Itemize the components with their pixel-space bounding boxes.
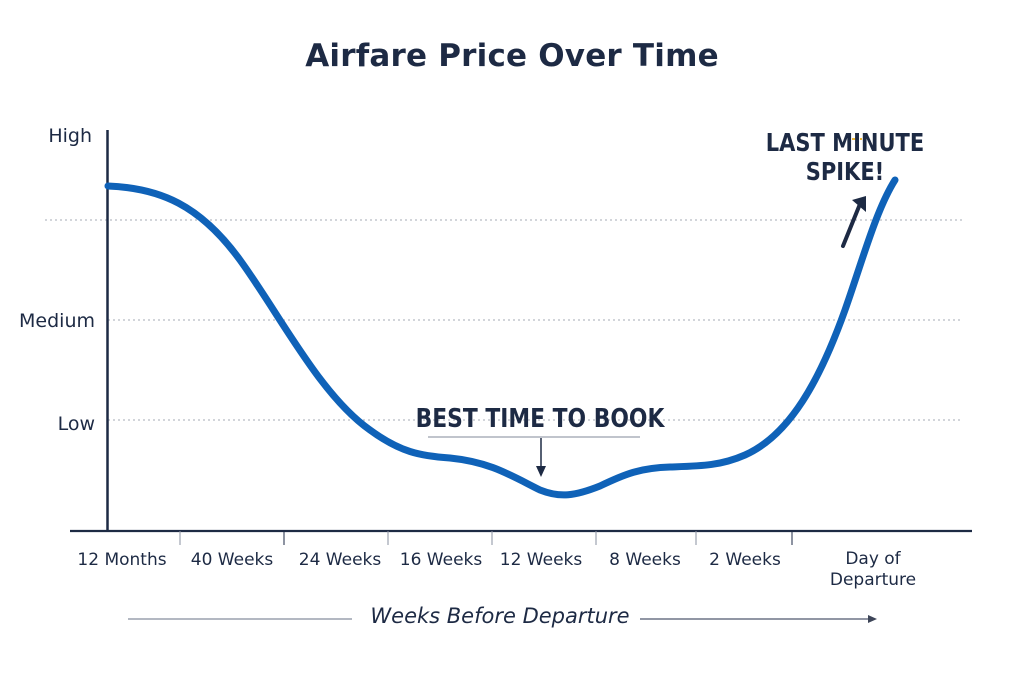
y-label-low: Low (57, 413, 95, 435)
y-label-high: High (48, 125, 92, 147)
x-tick-12-weeks: 12 Weeks (499, 550, 583, 570)
x-axis-title: Weeks Before Departure (370, 604, 630, 628)
down-arrow-icon (536, 466, 546, 477)
price-curve (104, 176, 899, 499)
x-tick-day-of-line2: Departure (829, 570, 917, 590)
best-time-label: BEST TIME TO BOOK (415, 404, 665, 434)
x-tick-40-weeks: 40 Weeks (190, 550, 274, 570)
sparkle-dots (852, 138, 870, 141)
x-tick-day-of-departure: Day of Departure (818, 549, 928, 591)
right-arrow-icon (868, 615, 877, 623)
x-tick-24-weeks: 24 Weeks (298, 550, 382, 570)
chart-title: Airfare Price Over Time (305, 38, 719, 74)
spike-label-line1: LAST MINUTE (765, 128, 925, 157)
x-axis-ticks (179, 531, 793, 545)
x-tick-8-weeks: 8 Weeks (609, 550, 681, 570)
x-tick-12-months: 12 Months (77, 550, 167, 570)
y-label-medium: Medium (19, 310, 95, 332)
gridlines (45, 219, 962, 421)
x-tick-16-weeks: 16 Weeks (399, 550, 483, 570)
spike-arrow-shaft (841, 202, 862, 248)
spike-label-line2: SPIKE! (805, 157, 885, 186)
up-arrow-icon (852, 196, 866, 212)
spike-label: LAST MINUTE SPIKE! (757, 128, 933, 186)
x-tick-day-of-line1: Day of (845, 549, 901, 569)
x-tick-2-weeks: 2 Weeks (709, 550, 781, 570)
